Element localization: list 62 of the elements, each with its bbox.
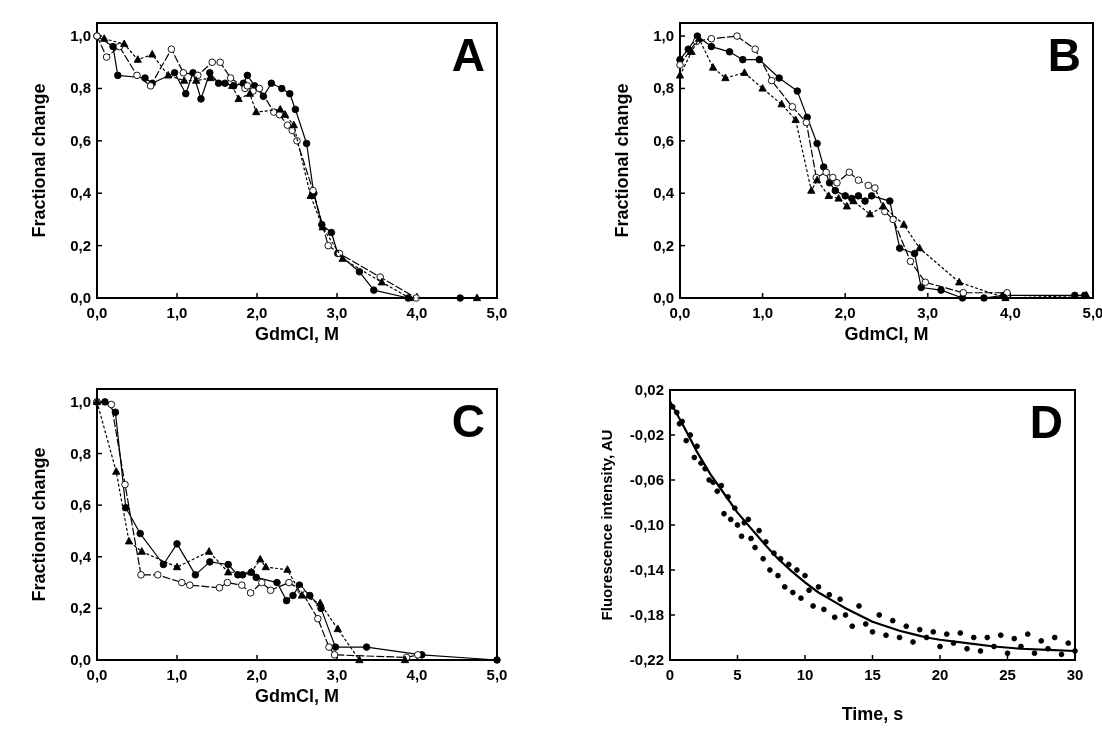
y-tick-label: 0,6 [70, 131, 91, 149]
y-tick-label: 0,8 [70, 444, 91, 462]
x-axis-title: GdmCl, M [844, 324, 929, 344]
y-axis-title: Fractional change [29, 83, 49, 238]
y-tick-label: 0,2 [653, 236, 674, 254]
x-tick-label: 5,0 [486, 304, 508, 321]
y-tick-label: 0,0 [70, 651, 91, 668]
annotation: C [451, 395, 485, 447]
x-tick-label: 5 [733, 666, 742, 683]
y-tick-label: -0,14 [629, 561, 665, 578]
y-tick-label: 0,4 [70, 547, 92, 565]
x-tick-label: 25 [999, 666, 1016, 683]
x-tick-label: 2,0 [246, 666, 268, 683]
x-axis-title: GdmCl, M [255, 324, 339, 344]
x-tick-label: 3,0 [326, 304, 348, 321]
x-tick-label: 20 [931, 666, 949, 683]
annotation: D [1029, 396, 1063, 448]
annotation: A [451, 29, 485, 81]
x-tick-label: 3,0 [917, 304, 939, 321]
y-tick-label: -0,22 [629, 651, 664, 668]
x-axis-title: GdmCl, M [255, 686, 339, 706]
y-axis-title: Fractional change [29, 447, 49, 602]
x-tick-label: 1,0 [166, 304, 188, 321]
y-tick-label: -0,02 [629, 426, 664, 443]
x-tick-label: 10 [796, 666, 814, 683]
y-tick-label: 0,8 [653, 79, 674, 97]
x-tick-label: 4,0 [999, 304, 1021, 321]
x-tick-label: 1,0 [752, 304, 774, 321]
y-tick-label: 0,0 [653, 289, 674, 306]
y-tick-label: 0,02 [634, 381, 664, 398]
x-tick-label: 4,0 [406, 304, 428, 321]
y-tick-label: 0,4 [70, 184, 92, 202]
x-tick-label: 0,0 [86, 304, 108, 321]
annotation: B [1047, 29, 1081, 81]
x-tick-label: 0,0 [86, 666, 108, 683]
x-axis-title: Time, s [841, 704, 904, 724]
y-tick-label: 0,2 [70, 599, 91, 617]
y-tick-label: 0,8 [70, 79, 91, 97]
y-tick-label: 0,4 [653, 184, 675, 202]
y-tick-label: -0,10 [629, 516, 664, 533]
x-tick-label: 5,0 [486, 666, 508, 683]
y-tick-label: 0,2 [70, 236, 91, 254]
y-tick-label: 0,6 [653, 131, 674, 149]
x-tick-label: 5,0 [1082, 304, 1102, 321]
x-tick-label: 0 [665, 666, 675, 683]
x-tick-label: 2,0 [834, 304, 856, 321]
y-tick-label: 1,0 [70, 27, 91, 45]
y-tick-label: 1,0 [653, 27, 674, 45]
y-tick-label: 1,0 [70, 392, 91, 410]
x-tick-label: 0,0 [669, 304, 691, 321]
x-tick-label: 30 [1066, 666, 1084, 683]
x-tick-label: 4,0 [406, 666, 428, 683]
y-tick-label: 0,6 [70, 496, 91, 514]
y-tick-label: 0,0 [70, 289, 91, 306]
y-axis-title: Fluorescence intensity, AU [598, 429, 615, 621]
y-tick-label: -0,18 [629, 606, 664, 623]
y-axis-title: Fractional change [612, 83, 632, 238]
x-tick-label: 1,0 [166, 666, 188, 683]
x-tick-label: 3,0 [326, 666, 348, 683]
x-tick-label: 15 [864, 666, 881, 683]
y-tick-label: -0,06 [629, 471, 664, 488]
x-tick-label: 2,0 [246, 304, 268, 321]
